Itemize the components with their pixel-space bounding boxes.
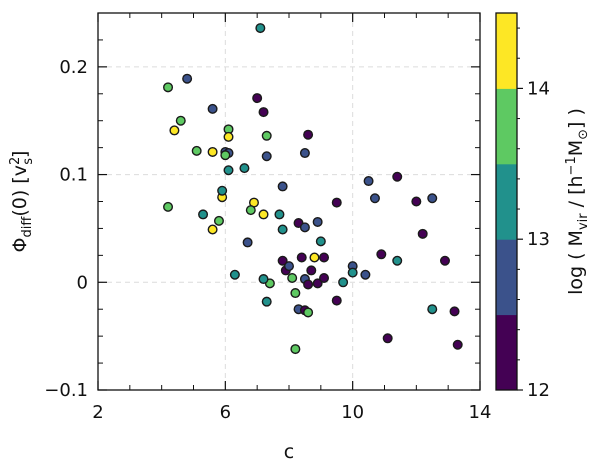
data-point: [261, 151, 272, 162]
data-point: [207, 103, 218, 114]
data-point: [417, 228, 428, 239]
x-tick-label: 6: [220, 402, 231, 423]
plot-frame: [97, 12, 481, 391]
data-point: [223, 165, 234, 176]
x-axis-label: c: [284, 441, 294, 463]
data-point: [252, 93, 263, 104]
data-point: [296, 252, 307, 263]
data-point: [239, 163, 250, 174]
colorbar-segment: [496, 314, 517, 391]
data-point: [338, 277, 349, 288]
x-tick-label: 10: [341, 402, 364, 423]
x-tick-label: 2: [92, 402, 103, 423]
data-point: [315, 236, 326, 247]
data-point: [229, 269, 240, 280]
data-point: [258, 274, 269, 285]
data-point: [331, 295, 342, 306]
colorbar-tick-label: 13: [527, 229, 550, 250]
data-point: [427, 304, 438, 315]
colorbar-segment: [496, 13, 517, 89]
data-point: [277, 181, 288, 192]
data-points: [163, 23, 463, 355]
data-point: [213, 215, 224, 226]
data-point: [207, 146, 218, 157]
data-point: [427, 193, 438, 204]
data-point: [369, 193, 380, 204]
data-point: [258, 209, 269, 220]
data-point: [392, 255, 403, 266]
y-tick-label: 0.2: [59, 57, 88, 78]
data-point: [198, 209, 209, 220]
colorbar-frame: [495, 12, 518, 391]
data-point: [303, 307, 314, 318]
data-point: [363, 176, 374, 187]
data-point: [274, 209, 285, 220]
data-point: [220, 150, 231, 161]
data-point: [255, 23, 266, 34]
data-point: [411, 196, 422, 207]
y-tick-label: 0.1: [59, 165, 88, 186]
data-point: [258, 107, 269, 118]
data-point: [277, 255, 288, 266]
data-point: [303, 129, 314, 140]
data-point: [284, 261, 295, 272]
data-point: [319, 272, 330, 283]
data-point: [299, 222, 310, 233]
colorbar-segment: [496, 239, 517, 316]
x-tick-label: 14: [469, 402, 492, 423]
data-point: [261, 130, 272, 141]
data-point: [306, 265, 317, 276]
data-point: [331, 197, 342, 208]
colorbar-segment: [496, 163, 517, 240]
data-point: [449, 306, 460, 317]
colorbar-segment: [496, 88, 517, 165]
data-point: [287, 272, 298, 283]
data-point: [217, 185, 228, 196]
data-point: [261, 296, 272, 307]
data-point: [163, 201, 174, 212]
data-point: [309, 252, 320, 263]
data-point: [439, 255, 450, 266]
data-point: [303, 279, 314, 290]
data-point: [299, 148, 310, 159]
data-point: [163, 82, 174, 93]
data-point: [223, 131, 234, 142]
data-point: [277, 224, 288, 235]
data-point: [242, 237, 253, 248]
data-point: [452, 339, 463, 350]
data-point: [191, 145, 202, 156]
y-tick-label: −0.1: [44, 380, 88, 401]
grid-lines: [98, 13, 480, 391]
data-point: [376, 249, 387, 260]
data-point: [319, 252, 330, 263]
data-point: [347, 267, 358, 278]
y-tick-label: 0: [77, 272, 88, 293]
y-axis-label: Φdiff(0) [v2s]: [8, 151, 36, 253]
data-point: [360, 269, 371, 280]
data-point: [382, 333, 393, 344]
colorbar: 12 13 14: [495, 12, 550, 401]
colorbar-tick-label: 14: [527, 78, 550, 99]
colorbar-label: log ( Mvir / [h−1M⊙] ): [564, 108, 591, 295]
data-point: [182, 73, 193, 84]
data-point: [392, 171, 403, 182]
data-point: [175, 115, 186, 126]
axis-ticks: 2 6 10 14 −0.1 0 0.1 0.2: [44, 13, 491, 423]
data-point: [312, 278, 323, 289]
data-point: [169, 125, 180, 136]
data-point: [290, 344, 301, 355]
data-point: [290, 288, 301, 299]
colorbar-tick-label: 12: [527, 380, 550, 401]
data-point: [312, 216, 323, 227]
data-point: [207, 224, 218, 235]
data-point: [245, 205, 256, 216]
